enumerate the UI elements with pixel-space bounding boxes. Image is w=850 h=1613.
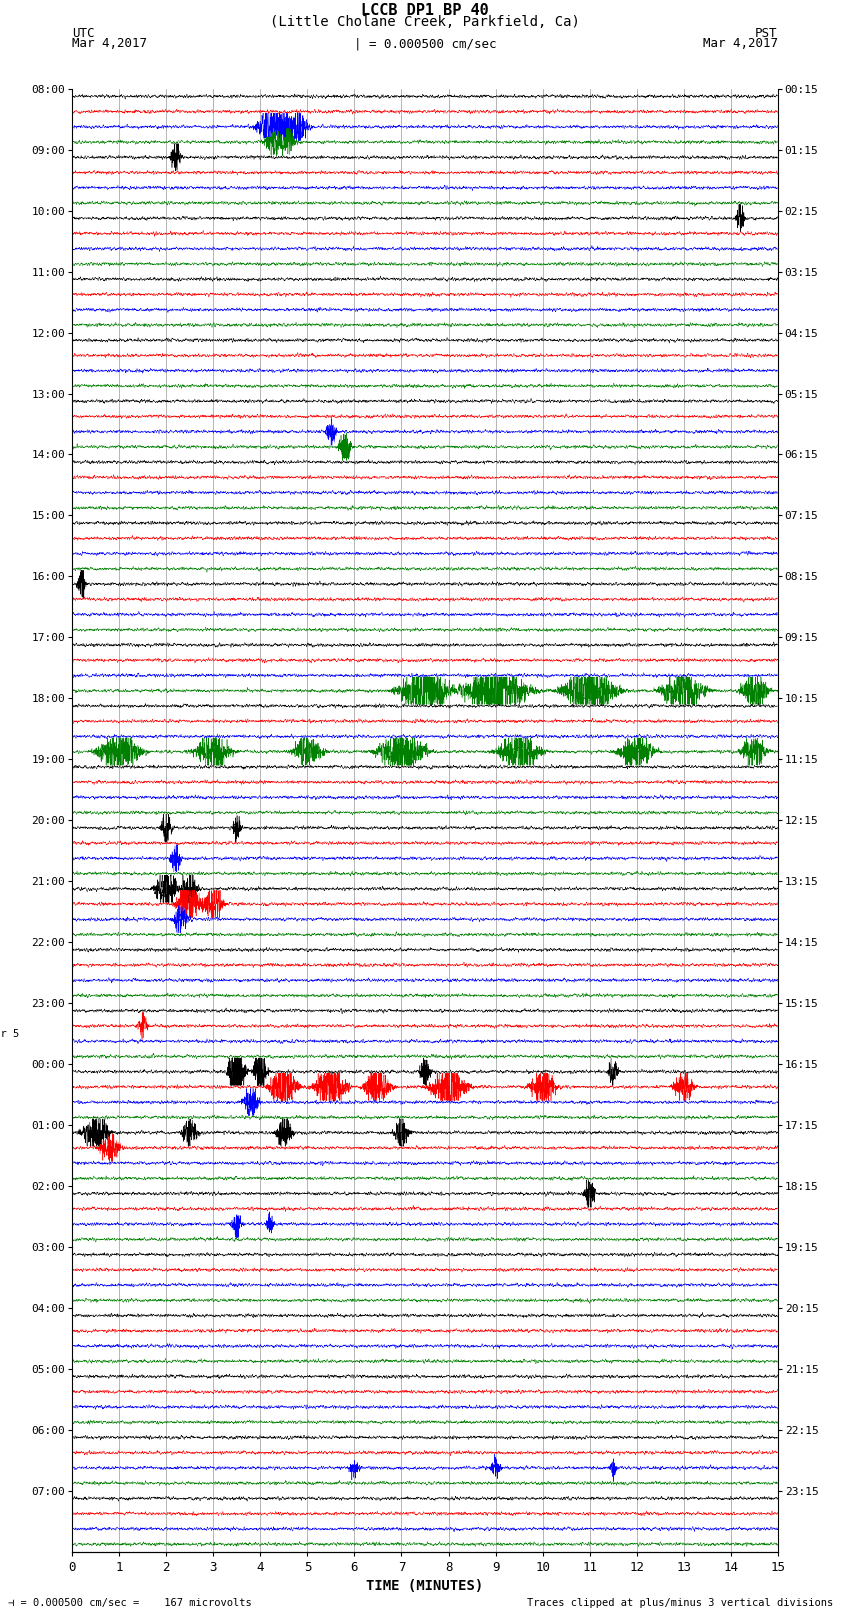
X-axis label: TIME (MINUTES): TIME (MINUTES) <box>366 1579 484 1594</box>
Text: Mar 4,2017: Mar 4,2017 <box>72 37 147 50</box>
Text: PST: PST <box>756 27 778 40</box>
Text: ⊣ = 0.000500 cm/sec =    167 microvolts: ⊣ = 0.000500 cm/sec = 167 microvolts <box>8 1598 252 1608</box>
Text: | = 0.000500 cm/sec: | = 0.000500 cm/sec <box>354 37 496 50</box>
Text: (Little Cholane Creek, Parkfield, Ca): (Little Cholane Creek, Parkfield, Ca) <box>270 15 580 29</box>
Text: Mar 5: Mar 5 <box>0 1029 20 1039</box>
Text: LCCB DP1 BP 40: LCCB DP1 BP 40 <box>361 3 489 18</box>
Text: Traces clipped at plus/minus 3 vertical divisions: Traces clipped at plus/minus 3 vertical … <box>527 1598 833 1608</box>
Text: UTC: UTC <box>72 27 94 40</box>
Text: Mar 4,2017: Mar 4,2017 <box>703 37 778 50</box>
